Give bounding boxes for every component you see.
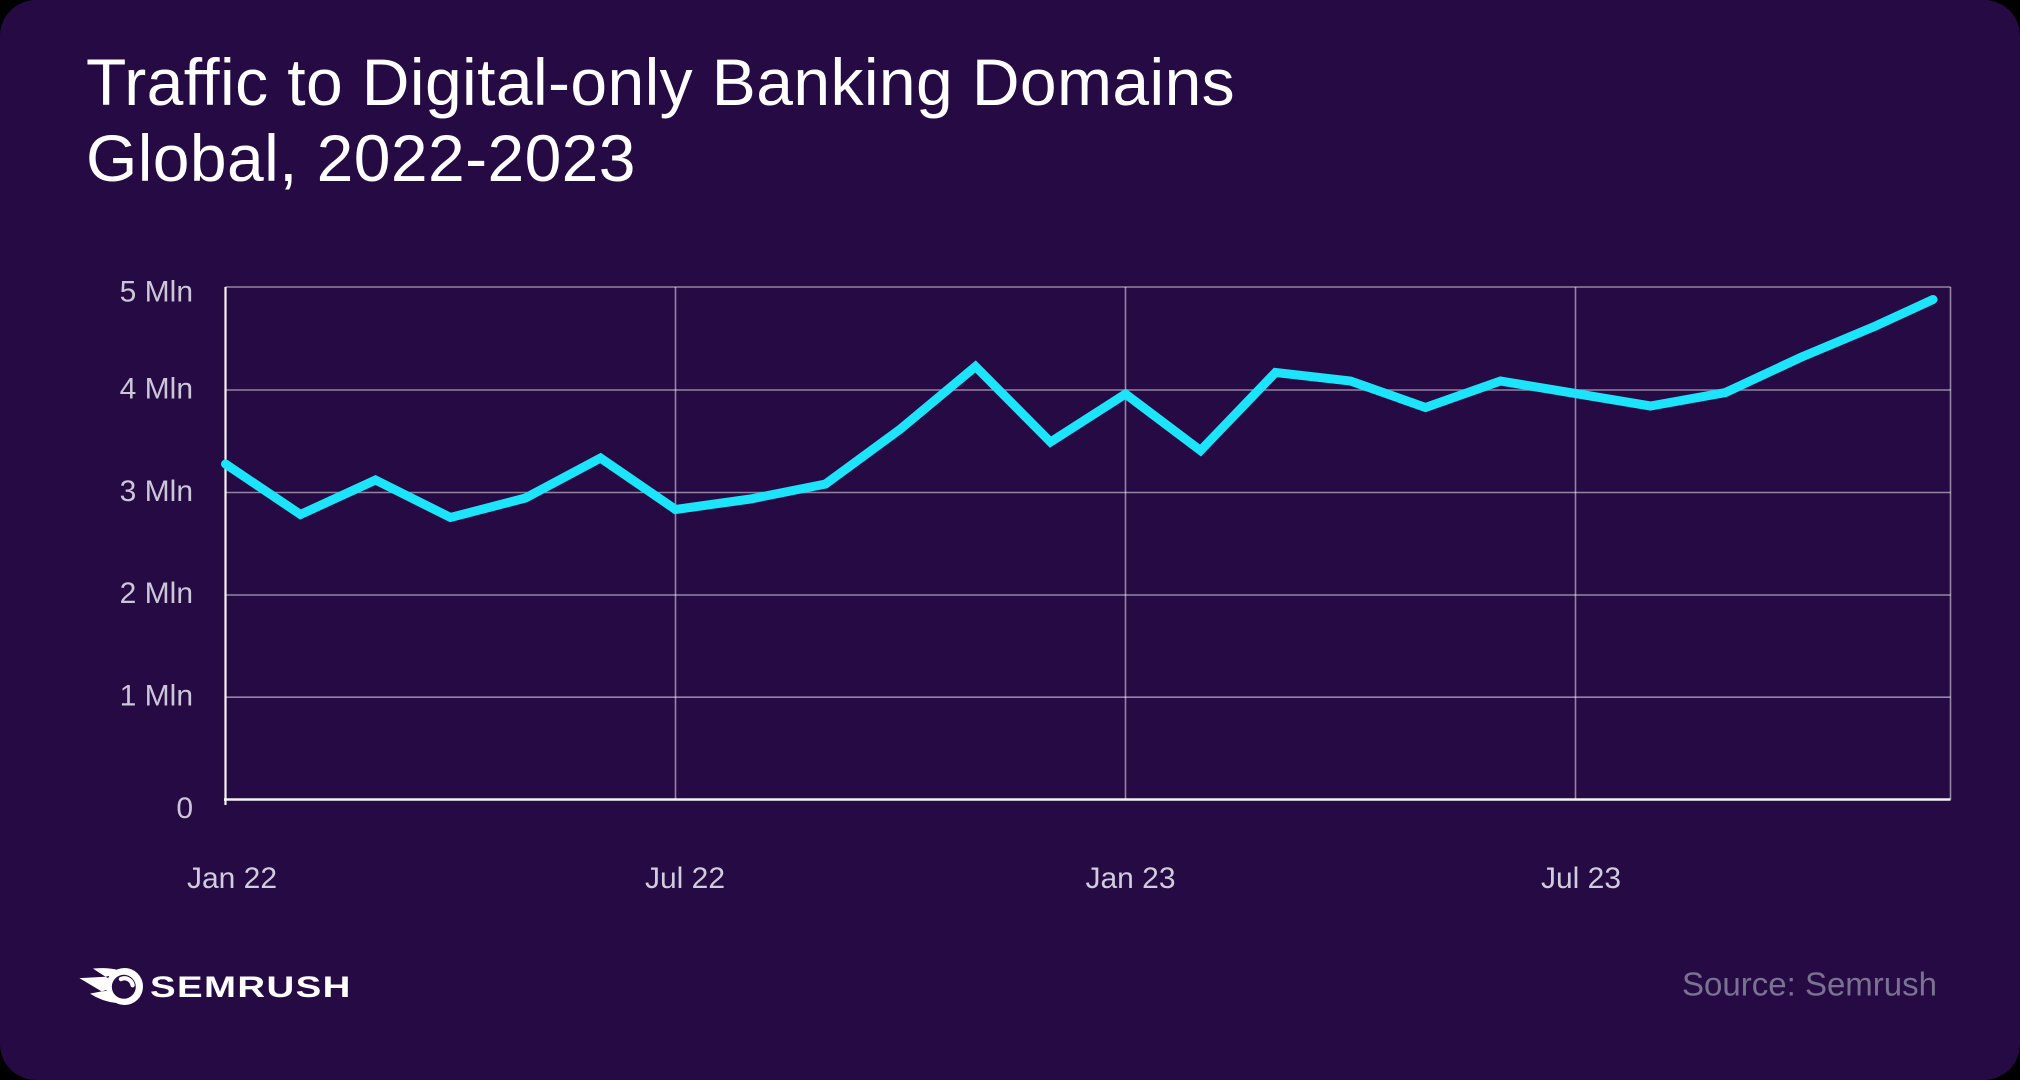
svg-text:2 Mln: 2 Mln (120, 577, 193, 610)
svg-text:Jul 23: Jul 23 (1541, 862, 1621, 895)
svg-text:SEMRUSH: SEMRUSH (150, 971, 352, 1004)
svg-text:Global, 2022-2023: Global, 2022-2023 (86, 121, 636, 195)
svg-text:3 Mln: 3 Mln (120, 475, 193, 508)
svg-text:1 Mln: 1 Mln (120, 679, 193, 712)
svg-text:Jan 22: Jan 22 (187, 862, 277, 895)
svg-text:Traffic to Digital-only Bankin: Traffic to Digital-only Banking Domains (86, 45, 1235, 119)
svg-text:Jan 23: Jan 23 (1085, 862, 1175, 895)
svg-text:Source: Semrush: Source: Semrush (1682, 966, 1937, 1003)
svg-text:0: 0 (176, 792, 193, 825)
svg-text:Jul 22: Jul 22 (645, 862, 725, 895)
svg-text:5 Mln: 5 Mln (120, 275, 193, 308)
svg-text:4 Mln: 4 Mln (120, 373, 193, 406)
